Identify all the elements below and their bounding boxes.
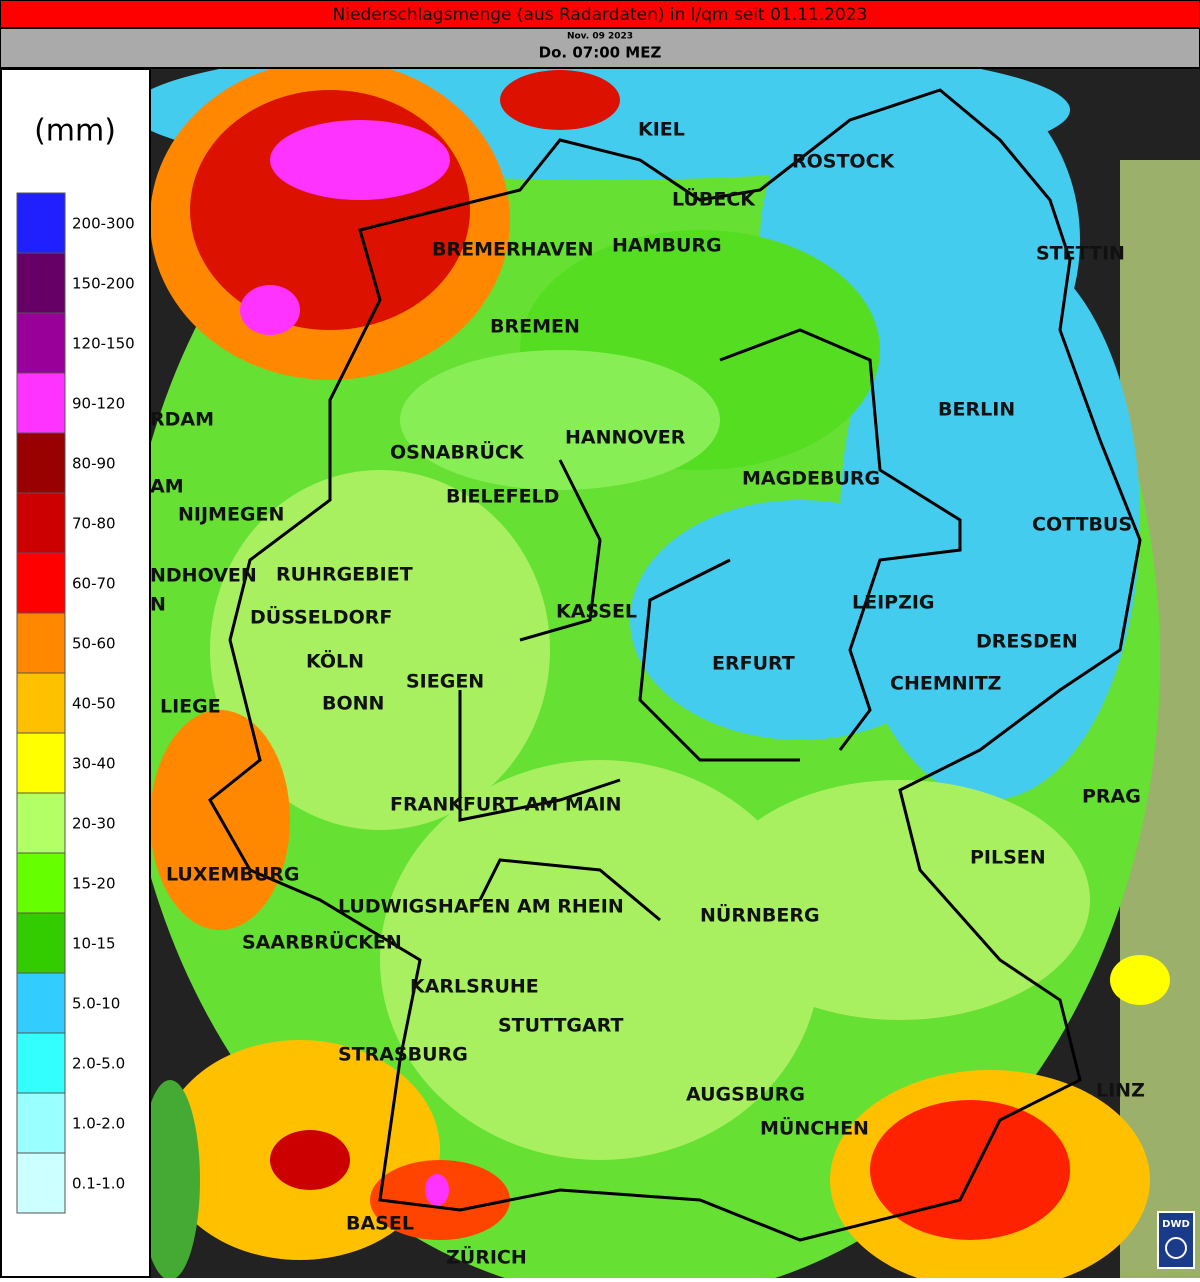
city-label: ROSTOCK — [792, 151, 896, 173]
city-label: ERFURT — [712, 653, 795, 675]
city-label: BONN — [322, 693, 384, 715]
city-label: PILSEN — [970, 847, 1046, 869]
city-label: KIEL — [638, 119, 685, 141]
legend-swatch — [16, 1152, 66, 1214]
legend-label: 50-60 — [72, 635, 116, 653]
city-label: NIJMEGEN — [178, 504, 284, 526]
legend-label: 1.0-2.0 — [72, 1115, 125, 1133]
legend-swatch — [16, 192, 66, 254]
legend-label: 2.0-5.0 — [72, 1055, 125, 1073]
legend-swatch — [16, 1032, 66, 1094]
legend-label: 60-70 — [72, 575, 116, 593]
legend-swatch — [16, 372, 66, 434]
city-label: STETTIN — [1036, 243, 1125, 265]
legend-label: 40-50 — [72, 695, 116, 713]
city-label: KASSEL — [556, 601, 637, 623]
city-label: LÜBECK — [672, 187, 756, 211]
city-label: LIEGE — [160, 696, 221, 718]
legend-label: 80-90 — [72, 455, 116, 473]
legend-label: 30-40 — [72, 755, 116, 773]
city-label: BREMEN — [490, 316, 580, 338]
legend-label: 15-20 — [72, 875, 116, 893]
city-label: OSNABRÜCK — [390, 440, 525, 464]
legend-swatch — [16, 432, 66, 494]
legend-swatch — [16, 852, 66, 914]
legend-label: 5.0-10 — [72, 995, 120, 1013]
city-label: KARLSRUHE — [410, 976, 539, 998]
city-label: SIEGEN — [406, 671, 484, 693]
legend-label: 70-80 — [72, 515, 116, 533]
city-label: SAARBRÜCKEN — [242, 930, 402, 954]
city-label: AUGSBURG — [686, 1084, 805, 1106]
legend-label: 10-15 — [72, 935, 116, 953]
legend-swatch — [16, 1092, 66, 1154]
city-label: LINZ — [1096, 1080, 1145, 1102]
city-label: COTTBUS — [1032, 514, 1132, 536]
header-title: Niederschlagsmenge (aus Radardaten) in l… — [333, 5, 868, 25]
legend-label: 150-200 — [72, 275, 135, 293]
city-label: NDHOVEN — [150, 565, 257, 587]
legend-swatch — [16, 912, 66, 974]
city-label: HAMBURG — [612, 235, 722, 257]
city-label: STUTTGART — [498, 1015, 624, 1037]
city-label: RDAM — [150, 409, 214, 431]
city-label: FRANKFURT AM MAIN — [390, 794, 622, 816]
legend-swatch — [16, 612, 66, 674]
city-label: STRASBURG — [338, 1044, 468, 1066]
header-date: Nov. 09 2023 — [567, 32, 633, 42]
legend-swatch — [16, 972, 66, 1034]
legend-label: 20-30 — [72, 815, 116, 833]
legend-swatch — [16, 792, 66, 854]
legend-label: 200-300 — [72, 215, 135, 233]
legend-label: 120-150 — [72, 335, 135, 353]
city-label: BREMERHAVEN — [432, 239, 594, 261]
city-label: BERLIN — [938, 399, 1015, 421]
date-bar — [0, 27, 1200, 69]
legend-label: 0.1-1.0 — [72, 1175, 125, 1193]
city-label: NÜRNBERG — [700, 903, 820, 927]
city-label: DRESDEN — [976, 631, 1078, 653]
city-labels: KIEL ROSTOCK LÜBECK STETTIN BREMERHAVEN HAMBU… — [150, 119, 1145, 1269]
city-label: LEIPZIG — [852, 592, 935, 614]
city-label: HANNOVER — [565, 427, 686, 449]
city-label: DÜSSELDORF — [250, 605, 392, 629]
legend-swatch — [16, 492, 66, 554]
city-label: CHEMNITZ — [890, 673, 1001, 695]
dwd-logo-icon — [1165, 1237, 1187, 1259]
city-label: PRAG — [1082, 786, 1141, 808]
city-label: MAGDEBURG — [742, 468, 880, 490]
legend-swatch — [16, 252, 66, 314]
city-label: LUXEMBURG — [166, 864, 300, 886]
legend: 200-300 150-200 120-150 90-120 80-90 70-80 60-… — [16, 192, 135, 1214]
legend-swatch — [16, 732, 66, 794]
legend-swatch — [16, 312, 66, 374]
city-label: MÜNCHEN — [760, 1116, 869, 1140]
city-label: KÖLN — [306, 649, 364, 673]
city-label: RUHRGEBIET — [276, 564, 413, 586]
legend-unit: (mm) — [34, 114, 116, 149]
city-label: ZÜRICH — [446, 1245, 527, 1269]
legend-swatch — [16, 672, 66, 734]
map-background — [150, 68, 1200, 1278]
city-label: BASEL — [346, 1213, 414, 1235]
legend-swatch — [16, 552, 66, 614]
dwd-logo-text: DWD — [1162, 1219, 1190, 1230]
city-label: N — [150, 594, 166, 616]
city-label: AM — [150, 476, 184, 498]
city-label: LUDWIGSHAFEN AM RHEIN — [338, 896, 624, 918]
legend-label: 90-120 — [72, 395, 125, 413]
city-label: BIELEFELD — [446, 486, 559, 508]
header-time: Do. 07:00 MEZ — [539, 44, 662, 62]
